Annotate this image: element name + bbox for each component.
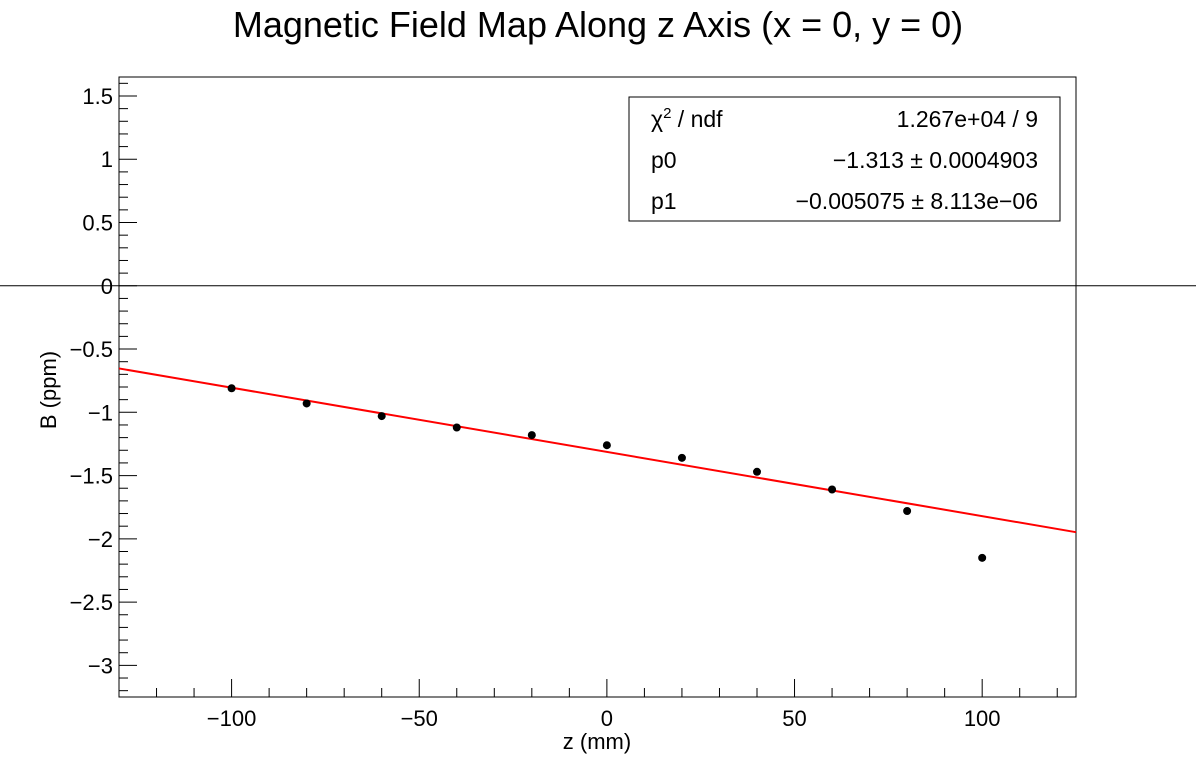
y-tick-label: 0 [101,274,113,299]
stats-row-label: p0 [651,147,677,173]
chart-title: Magnetic Field Map Along z Axis (x = 0, … [232,4,964,45]
data-point [978,553,987,562]
x-tick-label: 100 [964,706,1001,731]
data-point [677,453,686,462]
y-tick-label: 0.5 [82,211,113,236]
data-point [527,431,536,440]
fit-line [118,367,1077,534]
axes-layer: −100 −50 0 50 100 1.5 1 0.5 0 −0.5 −1 −1.5 −2 −2.5 −3 [0,76,1196,731]
marks-layer [118,367,1077,562]
y-tick-label: −2.5 [70,590,113,615]
y-tick-label: −3 [88,653,113,678]
y-tick-label: −0.5 [70,337,113,362]
y-tick-label: −1 [88,400,113,425]
data-point [452,423,461,432]
x-tick-label: 0 [601,706,613,731]
stats-row-value: −0.005075 ± 8.113e−06 [796,188,1038,214]
data-point [602,441,611,450]
y-axis-title: B (ppm) [36,351,61,429]
x-tick-label: 50 [782,706,806,731]
data-point [903,507,912,515]
stats-row-value: −1.313 ± 0.0004903 [833,147,1038,173]
x-axis-title: z (mm) [563,729,631,754]
y-tick-label: −1.5 [70,464,113,489]
y-tick-label: 1 [101,147,113,172]
data-point [828,485,837,494]
x-tick-label: −100 [207,706,257,731]
data-point [302,399,311,408]
data-point [377,412,386,421]
stats-box-frame [628,96,1061,222]
data-point [753,467,761,476]
stats-row-label: χ2 / ndf [651,105,723,132]
stats-row-value: 1.267e+04 / 9 [897,106,1038,132]
fit-stats-box: χ2 / ndf 1.267e+04 / 9 p0 −1.313 ± 0.000490… [628,96,1061,222]
data-point [227,384,236,393]
stats-row-label: p1 [651,188,677,214]
x-tick-label: −50 [401,706,438,731]
y-tick-label: 1.5 [82,84,113,109]
y-tick-label: −2 [88,527,113,552]
